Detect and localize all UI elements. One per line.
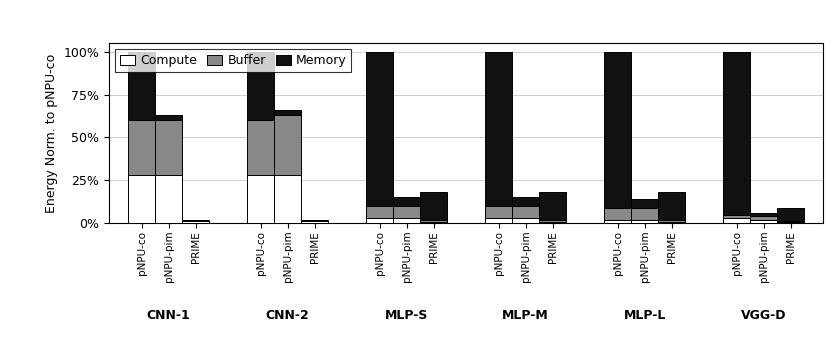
Bar bbox=[247, 120, 274, 175]
Bar bbox=[129, 175, 155, 223]
Bar bbox=[302, 221, 328, 223]
Bar bbox=[777, 208, 804, 221]
Bar bbox=[393, 218, 420, 223]
Text: MLP-L: MLP-L bbox=[623, 309, 666, 322]
Bar bbox=[604, 220, 631, 223]
Bar bbox=[155, 175, 182, 223]
Bar bbox=[129, 52, 155, 120]
Text: VGG-D: VGG-D bbox=[741, 309, 786, 322]
Bar bbox=[750, 216, 777, 220]
Bar bbox=[539, 220, 566, 222]
Bar bbox=[366, 52, 393, 206]
Legend: Compute, Buffer, Memory: Compute, Buffer, Memory bbox=[115, 49, 351, 72]
Bar bbox=[777, 221, 804, 222]
Bar bbox=[659, 222, 685, 223]
Bar bbox=[393, 206, 420, 218]
Bar bbox=[659, 220, 685, 222]
Bar bbox=[512, 198, 539, 206]
Bar bbox=[420, 222, 447, 223]
Bar bbox=[366, 218, 393, 223]
Bar bbox=[631, 220, 659, 223]
Bar bbox=[486, 218, 512, 223]
Bar bbox=[512, 206, 539, 218]
Y-axis label: Energy Norm. to pNPU-co: Energy Norm. to pNPU-co bbox=[45, 54, 58, 213]
Bar bbox=[604, 52, 631, 208]
Text: MLP-S: MLP-S bbox=[385, 309, 428, 322]
Bar bbox=[512, 218, 539, 223]
Text: CNN-1: CNN-1 bbox=[147, 309, 191, 322]
Text: CNN-2: CNN-2 bbox=[265, 309, 310, 322]
Bar bbox=[723, 218, 750, 223]
Bar bbox=[129, 120, 155, 175]
Bar bbox=[723, 215, 750, 218]
Bar bbox=[750, 220, 777, 223]
Bar bbox=[486, 52, 512, 206]
Bar bbox=[420, 220, 447, 222]
Bar bbox=[274, 110, 302, 115]
Bar bbox=[274, 115, 302, 175]
Bar bbox=[182, 221, 209, 223]
Bar bbox=[604, 208, 631, 220]
Bar bbox=[302, 220, 328, 221]
Bar bbox=[777, 222, 804, 223]
Bar bbox=[539, 222, 566, 223]
Bar bbox=[486, 206, 512, 218]
Bar bbox=[366, 206, 393, 218]
Bar bbox=[155, 120, 182, 175]
Bar bbox=[393, 198, 420, 206]
Bar bbox=[155, 115, 182, 120]
Bar bbox=[631, 199, 659, 208]
Bar bbox=[182, 220, 209, 221]
Bar bbox=[274, 175, 302, 223]
Bar bbox=[631, 208, 659, 220]
Bar bbox=[420, 192, 447, 220]
Bar bbox=[247, 175, 274, 223]
Bar bbox=[750, 213, 777, 216]
Bar bbox=[723, 52, 750, 215]
Text: MLP-M: MLP-M bbox=[502, 309, 549, 322]
Bar bbox=[247, 52, 274, 120]
Bar bbox=[539, 192, 566, 220]
Bar bbox=[659, 192, 685, 220]
